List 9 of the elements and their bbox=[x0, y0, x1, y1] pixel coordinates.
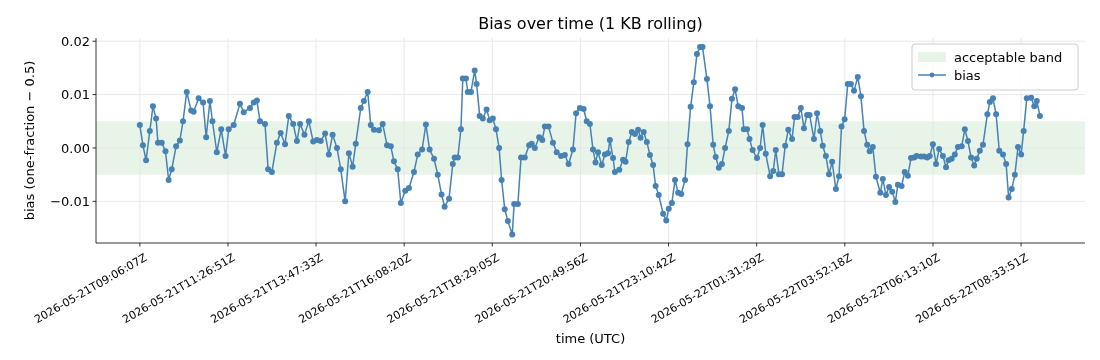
chart-title: Bias over time (1 KB rolling) bbox=[478, 14, 703, 33]
y-tick-label: −0.01 bbox=[50, 193, 90, 209]
y-tick-label: 0.02 bbox=[61, 33, 90, 49]
legend-label: bias bbox=[954, 67, 981, 83]
x-axis-title: time (UTC) bbox=[555, 331, 626, 346]
y-axis-title: bias (one-fraction − 0.5) bbox=[22, 60, 37, 221]
y-tick-label: 0.00 bbox=[61, 140, 90, 156]
legend-label: acceptable band bbox=[954, 49, 1063, 65]
y-tick-label: 0.01 bbox=[61, 87, 90, 103]
